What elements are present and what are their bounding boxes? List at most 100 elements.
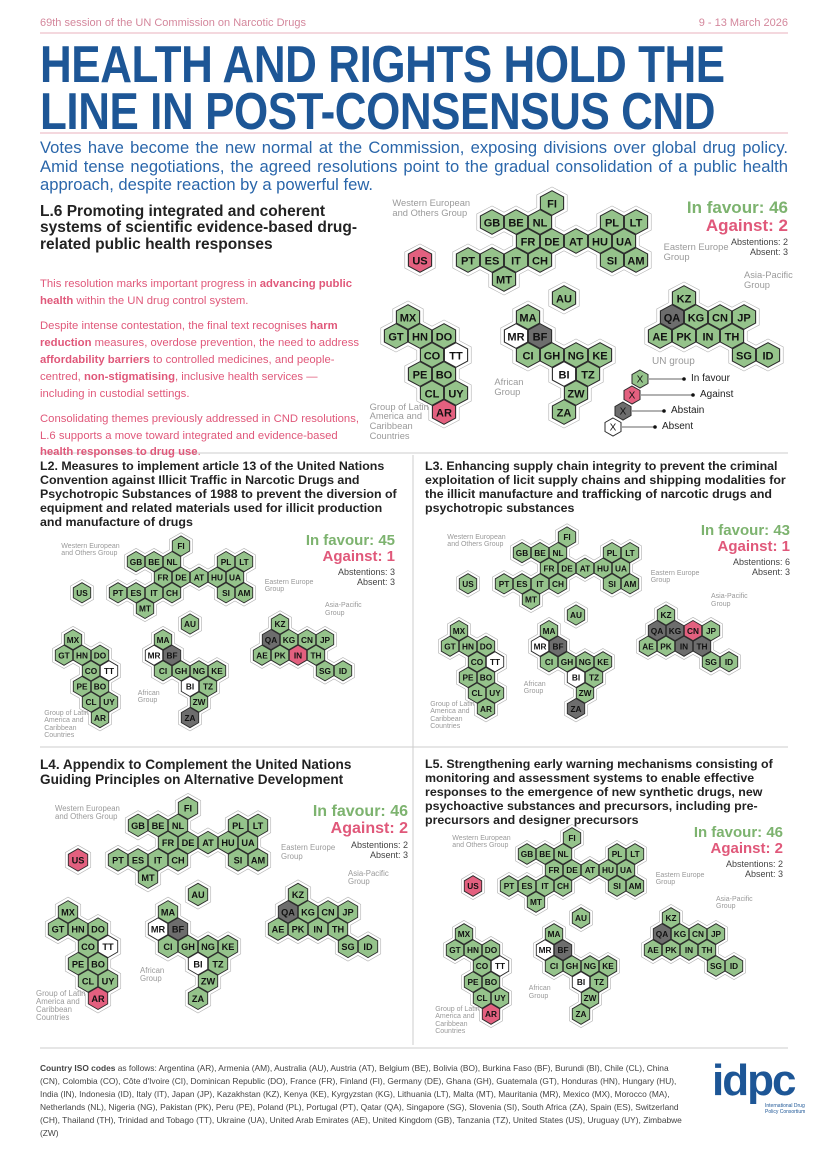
hex-map: FI GB BE NL FR DE AT PT ES IT CH MT US AU PL LT HU UA SI AM… — [44, 792, 382, 1014]
country-code: IT — [511, 255, 521, 267]
country-code: SG — [705, 658, 717, 667]
country-hex — [337, 900, 359, 924]
text-run: affordability barriers — [40, 353, 150, 366]
country-hex — [530, 573, 550, 595]
country-code: HU — [221, 838, 235, 848]
hex-map: FI GB BE NL FR DE AT PT ES IT CH MT US AU PL LT HU UA SI AM… — [52, 532, 355, 732]
legend-marker: X — [637, 375, 644, 386]
country-code: SI — [234, 856, 243, 866]
group-label: Eastern Europe Group — [650, 569, 700, 585]
resolution-heading: L5. Strengthening early warning mechanis… — [425, 757, 773, 828]
country-hex — [467, 682, 487, 704]
country-code: DO — [436, 331, 453, 343]
country-hex — [162, 644, 182, 666]
legend-dot — [691, 393, 695, 397]
dates-label: 9 - 13 March 2026 — [698, 17, 788, 29]
country-hex — [277, 900, 299, 924]
country-code: GB — [130, 558, 142, 567]
country-code: NL — [166, 558, 177, 567]
country-code: FI — [184, 804, 192, 814]
against-count: Against: 2 — [330, 819, 408, 837]
country-hex — [443, 380, 469, 406]
country-hex — [443, 342, 469, 368]
country-code: CN — [712, 312, 728, 324]
country-code: FR — [548, 866, 559, 875]
group-label: Eastern Europe Group — [663, 241, 729, 262]
country-code: HN — [76, 651, 88, 660]
country-hex — [270, 644, 290, 666]
country-hex — [177, 796, 199, 820]
country-hex — [503, 323, 529, 349]
country-code: BI — [572, 674, 580, 683]
country-hex — [72, 644, 92, 666]
paragraph: Despite intense contestation, the final … — [40, 318, 365, 403]
country-hex — [503, 247, 529, 273]
country-hex — [535, 939, 555, 961]
country-code: GB — [521, 850, 533, 859]
country-hex — [491, 266, 517, 292]
country-code: CL — [85, 698, 96, 707]
country-code: CI — [522, 350, 533, 362]
country-code: ID — [730, 962, 738, 971]
country-hex — [431, 399, 457, 425]
group-label: Asia-Pacific Group — [348, 869, 389, 887]
country-code: MR — [539, 946, 552, 955]
country-code: MT — [496, 274, 512, 286]
country-code: UA — [615, 564, 627, 573]
country-code: FR — [521, 236, 536, 248]
country-code: KZ — [274, 620, 285, 629]
country-hex — [566, 666, 586, 689]
group-label: African Group — [137, 689, 160, 704]
country-code: ES — [516, 580, 528, 589]
country-code: MR — [534, 642, 547, 651]
country-hex — [216, 582, 236, 604]
country-code: UA — [229, 573, 241, 582]
country-hex — [515, 342, 541, 368]
group-label: Group of Latin America and Caribbean Cou… — [36, 988, 86, 1023]
country-code: ES — [521, 882, 533, 891]
country-code: GT — [52, 925, 65, 935]
country-code: UA — [620, 866, 632, 875]
country-hex — [607, 875, 627, 897]
country-hex — [72, 582, 92, 604]
legend-hex — [623, 385, 641, 405]
country-hex — [287, 917, 309, 941]
country-hex — [476, 697, 496, 720]
country-code: MA — [548, 930, 561, 939]
country-code: HN — [71, 925, 85, 935]
country-code: US — [72, 856, 85, 866]
country-hex — [197, 830, 219, 855]
country-code: AR — [94, 714, 106, 723]
country-code: UY — [489, 689, 501, 698]
country-hex — [548, 541, 568, 564]
country-code: NG — [201, 942, 215, 952]
country-hex — [247, 848, 269, 872]
country-code: BI — [558, 369, 569, 381]
country-hex — [315, 628, 335, 651]
country-hex — [661, 907, 681, 929]
country-code: UY — [494, 994, 506, 1003]
country-code: PL — [612, 850, 623, 859]
country-code: AR — [485, 1010, 497, 1019]
country-hex — [97, 969, 119, 993]
country-hex — [90, 706, 110, 729]
country-code: IT — [536, 580, 543, 589]
country-hex — [207, 951, 229, 976]
country-code: KG — [301, 907, 315, 917]
country-code: SG — [710, 962, 722, 971]
country-hex — [455, 247, 481, 273]
country-hex — [337, 934, 359, 959]
group-label: Asia-Pacific Group — [325, 602, 362, 617]
country-code: CI — [163, 942, 172, 952]
group-label: African Group — [494, 376, 524, 397]
group-label: African Group — [528, 985, 551, 1000]
country-code: GB — [484, 217, 501, 229]
country-hex — [575, 361, 601, 387]
country-code: CO — [476, 962, 489, 971]
country-code: TZ — [594, 978, 604, 987]
country-code: TH — [310, 651, 321, 660]
country-code: CO — [471, 658, 484, 667]
session-label: 69th session of the UN Commission on Nar… — [40, 17, 306, 29]
in-favour-count: In favour: 46 — [686, 198, 788, 217]
